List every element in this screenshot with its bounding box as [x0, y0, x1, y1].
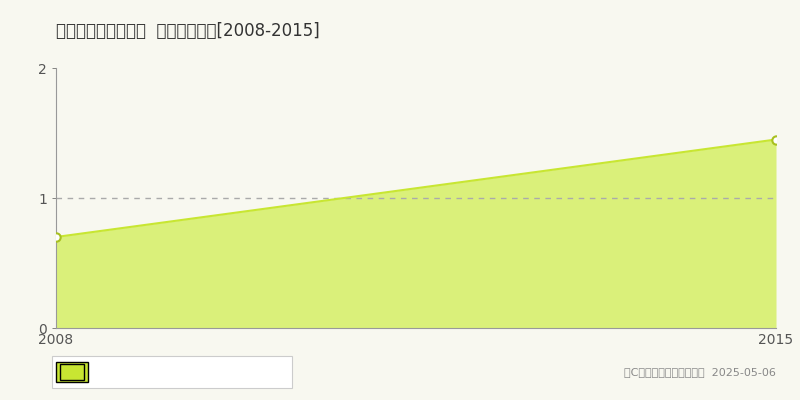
Text: 香取郡多古町南借当  土地価格推移[2008-2015]: 香取郡多古町南借当 土地価格推移[2008-2015] [56, 22, 320, 40]
Text: 土地価格  平均坪単価(万円/坪): 土地価格 平均坪単価(万円/坪) [92, 366, 204, 378]
Text: （C）土地価格ドットコム  2025-05-06: （C）土地価格ドットコム 2025-05-06 [624, 367, 776, 377]
